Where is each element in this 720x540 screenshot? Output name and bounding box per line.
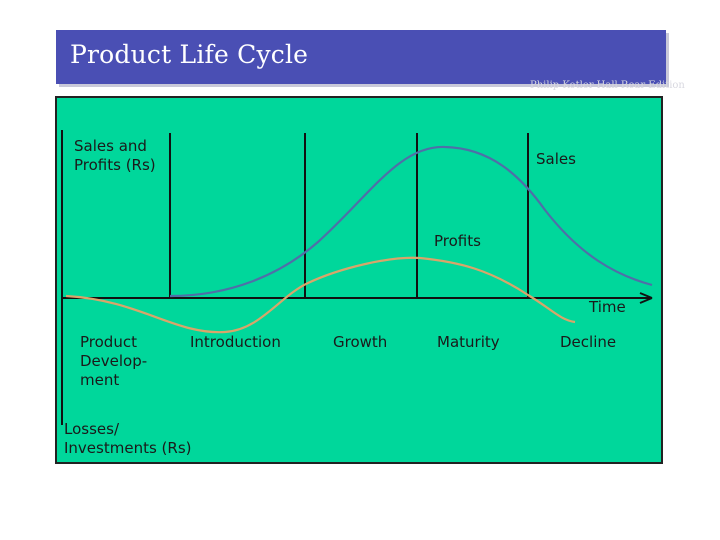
y-axis-label: Sales and Profits (Rs): [74, 137, 156, 174]
x-axis-arrow-upper: [639, 292, 653, 299]
stage-decline: Decline: [560, 333, 617, 351]
x-axis-arrow-lower: [639, 297, 653, 304]
stage-growth: Growth: [333, 333, 388, 351]
slide-title: Product Life Cycle: [70, 40, 309, 69]
profit-curve: [65, 256, 576, 334]
sales-curve-label: Sales: [536, 150, 576, 168]
x-axis-label: Time: [589, 298, 626, 316]
losses-label: Losses/ Investments (Rs): [64, 420, 192, 457]
title-bar: Product Life Cycle: [56, 30, 666, 84]
stage-introduction: Introduction: [190, 333, 281, 351]
watermark-text: Philip Kotler Hall Rear Edition: [530, 80, 685, 91]
stage-development: Product Develop- ment: [80, 333, 148, 389]
sales-curve: [169, 145, 653, 298]
diagram-panel: [55, 96, 663, 464]
profit-curve-label: Profits: [434, 232, 481, 250]
stage-maturity: Maturity: [437, 333, 500, 351]
